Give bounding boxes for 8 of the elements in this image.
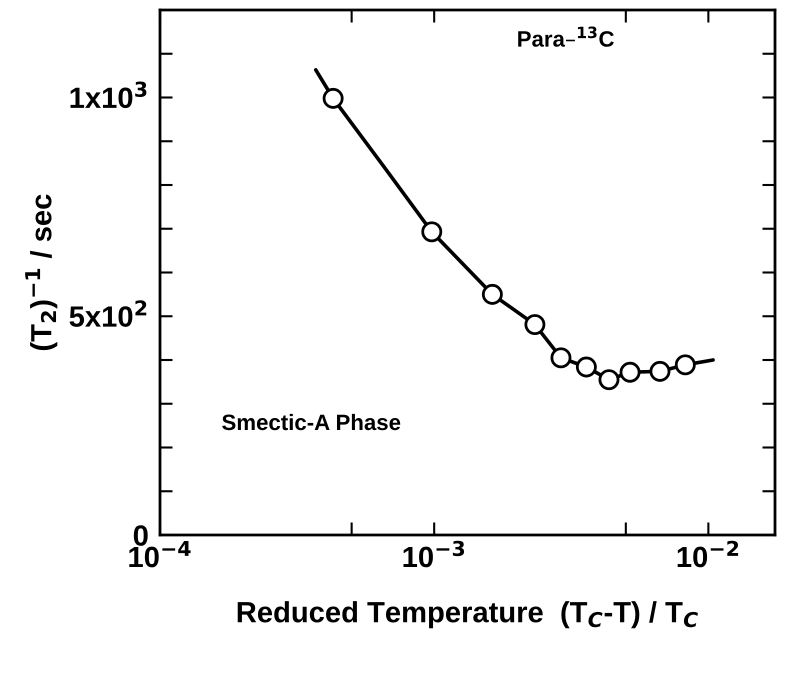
x-tick-label: 10$^{−3}$: [403, 540, 464, 568]
y-axis-title: (T$_{2}$)$^{−1}$ / sec: [25, 194, 58, 350]
y-tick-label: 5x10$^{2}$: [70, 300, 146, 327]
annotation: Smectic-A Phase: [222, 414, 400, 430]
y-tick-label: 1x10$^{3}$: [70, 82, 146, 108]
x-axis-title: Reduced Temperature (T$_{C}$-T) / T$_{C}$: [238, 601, 698, 628]
x-tick-label: 10$^{−2}$: [678, 540, 738, 568]
annotation: Para–$^{13}$C: [518, 26, 614, 47]
